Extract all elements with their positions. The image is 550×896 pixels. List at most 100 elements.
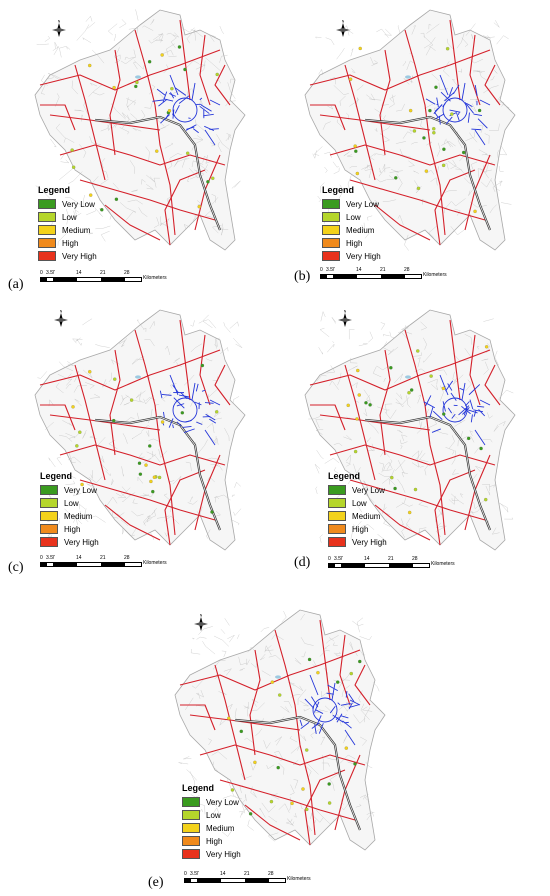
legend-item: Very High: [328, 536, 387, 548]
north-arrow-icon: N: [338, 310, 352, 327]
scale-tick-label: 3.5: [334, 556, 341, 562]
scale-tick-label: 21: [244, 871, 250, 877]
legend-swatch: [40, 524, 58, 534]
legend: Legend Very Low Low Medium High Very High: [38, 185, 97, 263]
legend-label: High: [346, 238, 363, 248]
legend-swatch: [38, 251, 56, 261]
legend-item: Very High: [38, 250, 97, 262]
legend-swatch: [328, 524, 346, 534]
scale-tick-label: 21: [380, 267, 386, 273]
scale-tick-label: 28: [268, 871, 274, 877]
legend-label: High: [62, 238, 79, 248]
north-arrow: N: [332, 19, 354, 41]
legend-item: Very High: [40, 536, 99, 548]
legend-label: High: [352, 524, 369, 534]
scale-bar: 0 3.5 7 14 21 28 Kilometers: [40, 555, 167, 571]
scale-tick-label: 7: [52, 555, 55, 561]
panel-label: (b): [294, 269, 311, 284]
legend-swatch: [40, 537, 58, 547]
road-network-map: [304, 309, 516, 551]
legend-swatch: [182, 823, 200, 833]
legend-item: Very Low: [322, 198, 381, 210]
legend-swatch: [38, 238, 56, 248]
legend: Legend Very Low Low Medium High Very High: [328, 471, 387, 549]
scale-unit: Kilometers: [143, 560, 167, 566]
legend-item: High: [328, 523, 387, 535]
legend-swatch: [38, 199, 56, 209]
legend-item: Low: [182, 809, 241, 821]
legend-item: Medium: [40, 510, 99, 522]
legend-swatch: [322, 238, 340, 248]
legend-swatch: [182, 797, 200, 807]
map-panel-a: N Legend Very Low Low Medium High Very High 0…: [8, 5, 270, 295]
scale-tick-label: 0: [320, 267, 323, 273]
map-panel-e: N Legend Very Low Low Medium High Very High 0…: [148, 605, 410, 895]
legend-item: Low: [40, 497, 99, 509]
legend-item: Medium: [322, 224, 381, 236]
panel-label: (e): [148, 875, 164, 890]
legend-label: Low: [206, 810, 221, 820]
legend-item: Very Low: [38, 198, 97, 210]
legend-swatch: [40, 511, 58, 521]
scale-tick-label: 0: [40, 270, 43, 276]
map-panel-d: N Legend Very Low Low Medium High Very High 0…: [290, 305, 540, 595]
scale-tick-label: 3.5: [190, 871, 197, 877]
scale-tick-label: 21: [388, 556, 394, 562]
scale-tick-label: 7: [332, 267, 335, 273]
legend-title: Legend: [322, 185, 355, 195]
road-network-map: [304, 9, 516, 251]
scale-tick-label: 21: [100, 270, 106, 276]
legend-swatch: [328, 498, 346, 508]
scale-tick-label: 3.5: [326, 267, 333, 273]
legend-swatch: [182, 836, 200, 846]
legend-item: High: [182, 835, 241, 847]
scale-tick-label: 7: [196, 871, 199, 877]
road-network-map: [34, 9, 246, 251]
scale-unit: Kilometers: [431, 561, 455, 567]
legend-label: Very High: [206, 849, 241, 859]
scale-tick-label: 14: [356, 267, 362, 273]
legend-label: Low: [62, 212, 77, 222]
scale-track: [328, 563, 430, 568]
legend-swatch: [38, 212, 56, 222]
scale-unit: Kilometers: [287, 876, 311, 882]
legend-label: Medium: [64, 511, 93, 521]
legend-swatch: [322, 199, 340, 209]
legend-item: Low: [328, 497, 387, 509]
legend-title: Legend: [328, 471, 361, 481]
scale-tick-label: 14: [76, 270, 82, 276]
legend-label: Very Low: [206, 797, 239, 807]
scale-tick-label: 14: [76, 555, 82, 561]
legend-item: Very High: [322, 250, 381, 262]
legend-swatch: [328, 485, 346, 495]
legend-swatch: [322, 225, 340, 235]
north-arrow: N: [50, 309, 72, 331]
north-label: N: [200, 614, 203, 618]
legend-label: Medium: [62, 225, 91, 235]
legend-label: Medium: [346, 225, 375, 235]
legend-label: High: [64, 524, 81, 534]
scale-tick-label: 3.5: [46, 270, 53, 276]
legend-label: Very Low: [62, 199, 95, 209]
scale-tick-label: 0: [184, 871, 187, 877]
north-label: N: [60, 310, 63, 314]
legend-label: Low: [352, 498, 367, 508]
scale-bar: 0 3.5 7 14 21 28 Kilometers: [40, 270, 167, 286]
legend-item: High: [38, 237, 97, 249]
legend-swatch: [40, 485, 58, 495]
scale-track: [320, 274, 422, 279]
legend-title: Legend: [182, 783, 215, 793]
legend-label: Very High: [352, 537, 387, 547]
legend-label: Low: [346, 212, 361, 222]
north-label: N: [344, 310, 347, 314]
map-panel-b: N Legend Very Low Low Medium High Very High 0…: [290, 5, 540, 295]
legend-item: Medium: [328, 510, 387, 522]
north-label: N: [342, 20, 345, 24]
legend-item: Very Low: [328, 484, 387, 496]
legend-item: High: [322, 237, 381, 249]
legend-label: Very High: [64, 537, 99, 547]
scale-bar: 0 3.5 7 14 21 28 Kilometers: [328, 556, 455, 572]
north-arrow: N: [48, 19, 70, 41]
scale-tick-label: 7: [340, 556, 343, 562]
legend-label: Very Low: [346, 199, 379, 209]
